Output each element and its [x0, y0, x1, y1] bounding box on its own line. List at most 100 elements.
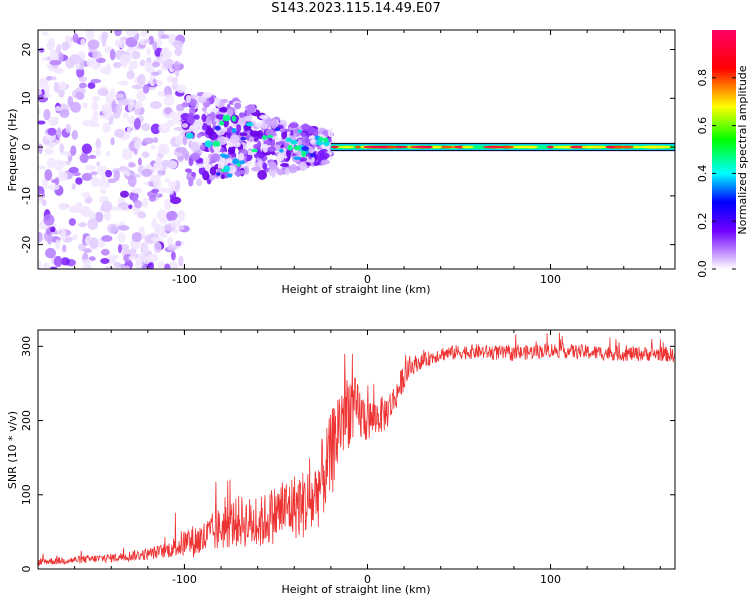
spectral-blob: [92, 110, 99, 123]
spectral-blob: [43, 108, 51, 121]
spectral-blob: [106, 150, 111, 157]
spectral-blob: [221, 98, 229, 104]
spectral-blob: [139, 251, 147, 262]
spectral-blob: [47, 127, 57, 136]
spectral-blob: [231, 115, 237, 122]
spectral-blob: [181, 101, 189, 108]
spectral-blob: [127, 175, 137, 188]
x-tick-label: -100: [172, 573, 197, 586]
spectral-blob: [209, 111, 216, 121]
spectral-blob: [338, 145, 355, 149]
spectral-blob: [131, 50, 141, 60]
spectral-blob: [201, 107, 208, 112]
spectral-blob: [653, 145, 674, 149]
spectral-blob: [218, 107, 228, 113]
spectral-blob: [162, 58, 175, 69]
spectral-blob: [215, 113, 225, 120]
spectral-blob: [220, 147, 225, 153]
spectral-blob: [78, 82, 87, 89]
spectral-blob: [222, 114, 231, 122]
spectral-blob: [107, 223, 118, 234]
spectral-blob: [166, 244, 178, 251]
spectral-blob: [304, 137, 309, 144]
spectral-blob: [110, 88, 115, 99]
spectral-blob: [262, 135, 267, 140]
spectral-blob: [89, 237, 99, 250]
spectral-blob: [196, 178, 203, 187]
spectral-blob: [54, 116, 59, 122]
spectral-blob: [293, 145, 301, 151]
spectral-blob: [81, 172, 93, 181]
colorbar-label: Normalized spectral amplitude: [736, 65, 749, 234]
spectral-blob: [143, 39, 151, 44]
spectral-blob: [265, 128, 275, 136]
colorbar-tick-label: 0.6: [696, 117, 709, 135]
spectral-blob: [75, 177, 83, 185]
spectral-blob: [61, 41, 70, 51]
spectral-blob: [152, 41, 158, 51]
x-tick-label: 100: [540, 573, 561, 586]
spectrogram-x-ticks: -100 0 100: [37, 30, 661, 286]
spectral-blob: [175, 240, 182, 247]
spectral-blob: [133, 140, 143, 150]
spectral-blob: [262, 143, 269, 153]
spectral-blob: [72, 172, 81, 177]
spectral-blob: [128, 162, 136, 168]
spectral-blob: [141, 242, 150, 254]
spectral-blob: [102, 122, 111, 133]
spectral-blob: [290, 139, 298, 145]
colorbar-tick-label: 0.2: [696, 212, 709, 230]
spectral-blob: [239, 132, 248, 137]
spectral-blob: [104, 210, 112, 220]
spectral-blob: [142, 137, 155, 144]
spectral-blob: [129, 60, 139, 70]
spectral-blob: [225, 158, 233, 164]
x-tick-label: -100: [172, 273, 197, 286]
spectral-blob: [227, 148, 235, 154]
spectral-blob: [151, 236, 162, 242]
spectral-blob: [92, 95, 101, 102]
spectral-blob: [168, 180, 178, 187]
spectral-blob: [552, 145, 573, 149]
spectral-blob: [58, 170, 68, 182]
spectral-blob: [182, 135, 188, 146]
spectral-blob: [186, 116, 195, 124]
spectral-blob: [621, 145, 635, 149]
spectral-blob: [142, 84, 150, 94]
spectral-blob: [141, 151, 150, 159]
spectral-blob: [198, 166, 206, 175]
spectral-blob: [92, 50, 102, 60]
spectral-blob: [412, 145, 433, 149]
spectral-blob: [88, 154, 97, 159]
spectral-blob: [97, 88, 109, 97]
spectrogram-x-axis-label: Height of straight line (km): [281, 283, 430, 296]
spectral-blob: [123, 254, 132, 263]
spectral-blob: [136, 89, 147, 102]
spectral-blob: [43, 93, 52, 98]
spectral-blob: [165, 177, 170, 183]
spectral-blob: [167, 75, 174, 83]
spectral-blob: [71, 183, 77, 190]
spectral-blob: [90, 176, 101, 188]
colorbar: 0.0 0.2 0.4 0.6 0.8 Normalized spectral ampl…: [696, 30, 749, 278]
spectral-blob: [157, 90, 166, 97]
spectral-blob: [117, 80, 130, 86]
spectral-blob: [53, 81, 60, 93]
spectral-blob: [238, 112, 245, 118]
spectral-blob: [115, 103, 123, 115]
spectral-blob: [141, 123, 151, 131]
spectral-blob: [90, 78, 102, 84]
spectral-blob: [135, 100, 143, 110]
spectral-blob: [264, 118, 275, 124]
spectral-blob: [177, 209, 186, 222]
y-tick-label: -10: [20, 187, 33, 205]
spectral-blob: [114, 39, 123, 47]
snr-panel: -100 0 100 0 100 200 300 Height of straight l…: [6, 329, 676, 596]
spectral-blob: [151, 61, 161, 68]
spectral-blob: [301, 150, 307, 158]
colorbar-tick-label: 0.0: [696, 260, 709, 278]
spectral-blob: [148, 35, 155, 45]
spectral-blob: [153, 241, 162, 254]
spectral-blob: [232, 158, 240, 165]
spectral-blob: [146, 254, 159, 263]
